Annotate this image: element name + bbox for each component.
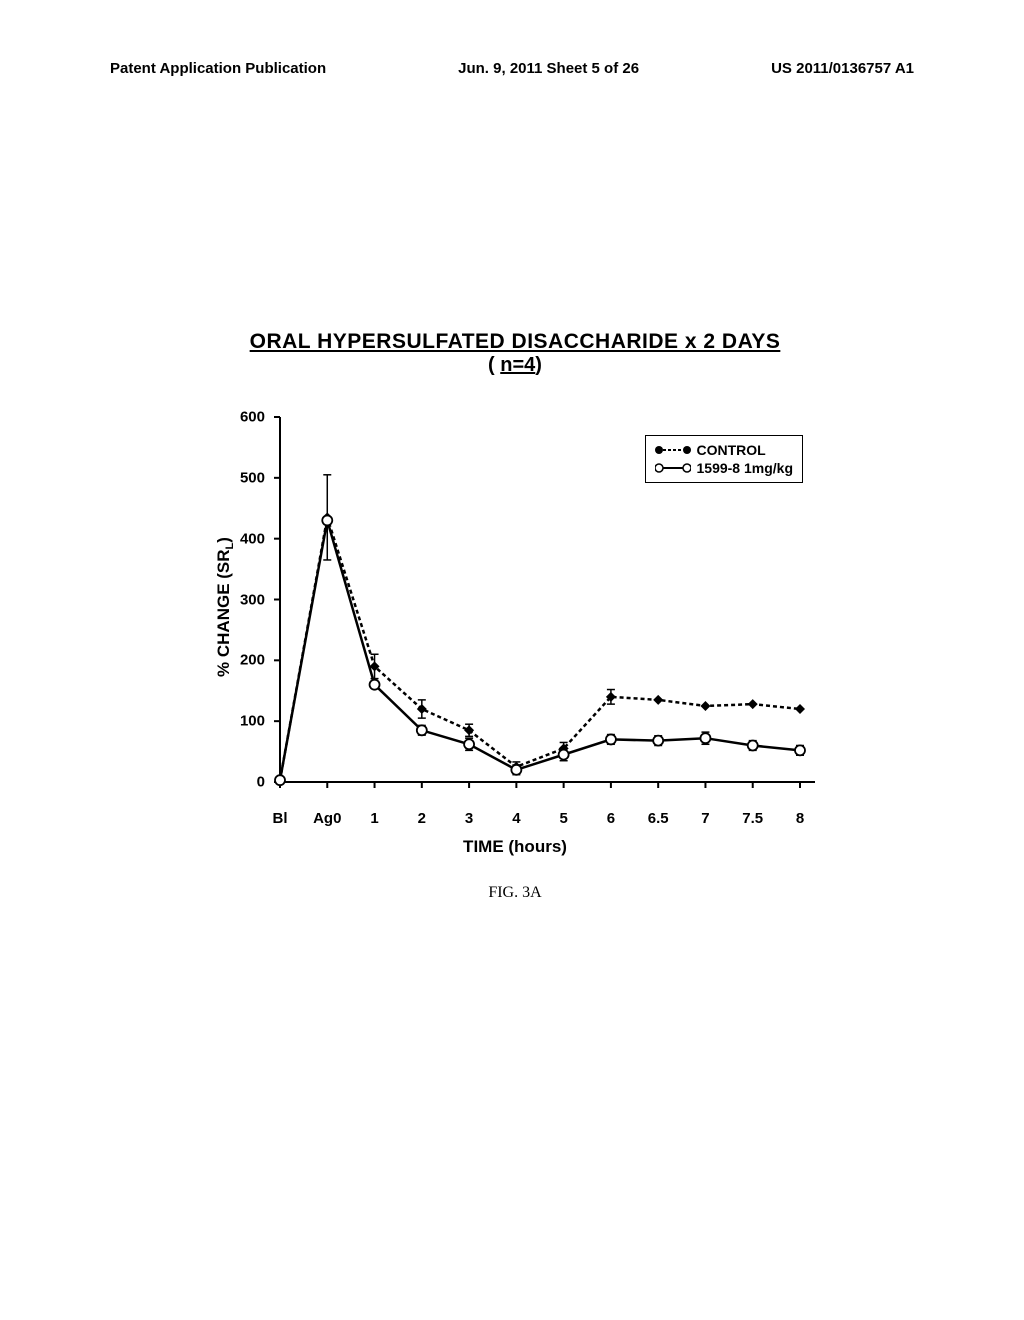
- header-left: Patent Application Publication: [110, 60, 326, 77]
- header-right: US 2011/0136757 A1: [771, 60, 914, 77]
- x-tick-label: 7.5: [742, 810, 763, 827]
- x-tick-label: Bl: [273, 810, 288, 827]
- chart-container: ORAL HYPERSULFATED DISACCHARIDE x 2 DAYS…: [165, 330, 865, 807]
- x-tick-label: 6: [607, 810, 615, 827]
- x-tick-label: 4: [512, 810, 520, 827]
- y-tick-label: 600: [240, 409, 265, 426]
- y-tick-label: 300: [240, 591, 265, 608]
- y-tick-label: 100: [240, 713, 265, 730]
- x-tick-label: 7: [701, 810, 709, 827]
- x-tick-label: 8: [796, 810, 804, 827]
- legend-marker-filled: [655, 445, 691, 455]
- chart-title: ORAL HYPERSULFATED DISACCHARIDE x 2 DAYS: [165, 330, 865, 354]
- y-tick-label: 400: [240, 530, 265, 547]
- x-tick-label: 5: [559, 810, 567, 827]
- header-center: Jun. 9, 2011 Sheet 5 of 26: [458, 60, 639, 77]
- x-tick-label: 6.5: [648, 810, 669, 827]
- x-axis-label: TIME (hours): [463, 837, 567, 857]
- y-tick-label: 500: [240, 469, 265, 486]
- chart-legend: CONTROL 1599-8 1mg/kg: [645, 435, 804, 483]
- y-axis-label: % CHANGE (SRL): [214, 537, 236, 677]
- y-tick-label: 200: [240, 652, 265, 669]
- legend-item-control: CONTROL: [655, 441, 794, 459]
- x-tick-label: Ag0: [313, 810, 341, 827]
- y-tick-label: 0: [257, 774, 265, 791]
- patent-header: Patent Application Publication Jun. 9, 2…: [0, 60, 1024, 77]
- x-tick-label: 2: [418, 810, 426, 827]
- figure-label: FIG. 3A: [488, 884, 541, 902]
- legend-item-treatment: 1599-8 1mg/kg: [655, 459, 794, 477]
- x-tick-label: 1: [370, 810, 378, 827]
- x-tick-label: 3: [465, 810, 473, 827]
- legend-marker-open: [655, 463, 691, 473]
- chart-plot-area: % CHANGE (SRL) CONTROL 1599-8 1mg/kg 0 10…: [205, 407, 825, 807]
- chart-subtitle: ( n=4): [165, 354, 865, 377]
